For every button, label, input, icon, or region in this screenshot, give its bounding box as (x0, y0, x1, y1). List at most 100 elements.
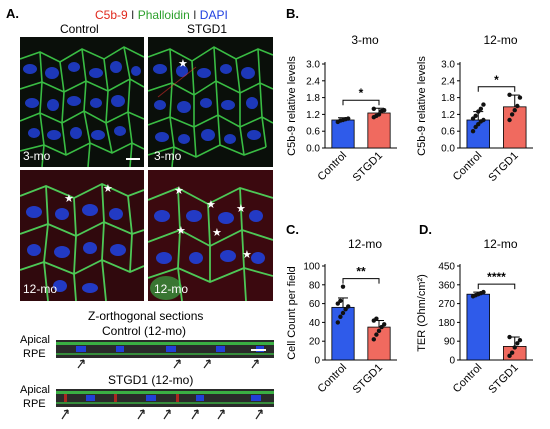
star-marker: ★ (176, 225, 186, 237)
data-point (335, 301, 340, 306)
data-point (515, 103, 520, 109)
y-tick-label: 2.4 (306, 76, 320, 87)
y-tick-label: 100 (303, 262, 320, 273)
micrograph-control-12mo: ★ ★ 12-mo (20, 170, 144, 301)
data-point (473, 124, 478, 130)
bar-control (331, 306, 355, 361)
significance-label: ** (356, 265, 366, 279)
y-tick-label: 360 (438, 280, 455, 291)
star-marker: ★ (242, 249, 252, 261)
panel-label-d: D. (419, 222, 432, 237)
data-point (343, 307, 348, 312)
y-tick-label: 0 (449, 356, 455, 367)
chart-b-12mo: 12-mo C5b-9 relative levels 0.0 0.6 1.2 1.8 2.… (416, 33, 533, 184)
data-point (515, 341, 520, 346)
bar-control (331, 119, 355, 149)
significance-bracket (477, 86, 516, 92)
zsection-stgd1-arrows (61, 409, 263, 420)
x-tick-label: STGD1 (486, 150, 520, 184)
significance-label: **** (487, 270, 506, 284)
row-label-3mo-stgd1: 3-mo (154, 149, 182, 163)
bar-stgd1 (367, 112, 391, 149)
chart-title: 12-mo (483, 33, 517, 47)
data-point (340, 284, 346, 289)
y-axis-label: C5b-9 relative levels (416, 56, 428, 156)
data-point (507, 353, 512, 359)
y-tick-label: 180 (438, 318, 455, 329)
data-point (382, 322, 387, 327)
data-point (346, 304, 351, 309)
y-axis-label: Cell Count per field (286, 266, 298, 360)
data-point (481, 102, 486, 107)
star-marker: ★ (212, 227, 222, 239)
data-point (376, 112, 382, 117)
data-point (374, 316, 379, 321)
data-point (338, 314, 343, 319)
data-point (476, 122, 481, 127)
y-tick-label: 1.2 (306, 110, 320, 121)
column-label-control: Control (60, 22, 99, 36)
y-tick-label: 90 (444, 337, 456, 348)
x-tick-label: Control (316, 362, 350, 396)
row-label-3mo-control: 3-mo (23, 149, 51, 163)
panel-label-b: B. (286, 6, 299, 21)
bar-stgd1 (367, 326, 391, 361)
data-point (346, 116, 351, 121)
zsection-control-arrows (77, 359, 259, 369)
data-point (507, 334, 512, 340)
data-point (335, 320, 340, 325)
data-point (340, 310, 346, 316)
zortho-stgd1-title: STGD1 (12-mo) (108, 373, 194, 387)
legend-c5b9: C5b-9 (95, 8, 128, 22)
y-tick-label: 1.8 (306, 93, 320, 104)
zsection-control-signal (56, 342, 274, 355)
significance-bracket (342, 278, 380, 284)
cell-network-stgd1-3mo (148, 46, 273, 167)
panel-label-a: A. (6, 6, 19, 21)
cell-network-control-12mo (20, 170, 144, 301)
row-label-12mo-stgd1: 12-mo (154, 282, 189, 296)
x-tick-label: STGD1 (351, 362, 385, 396)
bar-control (466, 293, 490, 361)
apical-label-control: Apical (20, 334, 50, 346)
star-marker: ★ (103, 183, 113, 195)
significance-bracket (342, 99, 380, 106)
column-label-stgd1: STGD1 (187, 22, 228, 36)
data-point (371, 337, 376, 342)
cell-network-stgd1-12mo (148, 170, 273, 301)
data-point (376, 328, 382, 334)
star-marker: ★ (174, 185, 184, 197)
rpe-label-control: RPE (23, 348, 46, 360)
star-marker: ★ (64, 193, 74, 205)
data-point (470, 129, 476, 134)
stain-legend: C5b-9 I Phalloidin I DAPI (95, 8, 228, 22)
data-point (374, 332, 379, 337)
x-tick-label: Control (316, 150, 350, 184)
data-point (512, 345, 517, 350)
y-tick-label: 0.0 (441, 144, 455, 155)
panel-label-c: C. (286, 222, 299, 237)
zortho-title: Z-orthogonal sections (88, 309, 204, 323)
data-point (507, 92, 512, 97)
zsection-stgd1-signal (56, 391, 274, 404)
y-tick-label: 60 (309, 299, 321, 310)
significance-label: * (494, 73, 499, 87)
apical-label-stgd1: Apical (20, 384, 50, 396)
x-tick-label: Control (451, 362, 485, 396)
micrograph-stgd1-3mo: ★ 3-mo (148, 37, 273, 167)
star-marker: ★ (178, 58, 188, 70)
rpe-label-stgd1: RPE (23, 398, 46, 410)
star-marker: ★ (236, 203, 246, 215)
data-point (509, 350, 515, 355)
y-tick-label: 40 (309, 318, 321, 329)
data-point (338, 298, 343, 303)
cell-network-control-3mo (20, 46, 144, 167)
zsection-control (56, 340, 274, 358)
y-tick-label: 1.2 (441, 110, 455, 121)
chart-title: 12-mo (348, 237, 382, 251)
y-tick-label: 3.0 (441, 60, 455, 71)
significance-label: * (359, 86, 364, 100)
y-axis-label: TER (Ohm/cm²) (416, 274, 428, 352)
data-point (478, 106, 484, 112)
bar-stgd1 (503, 106, 527, 149)
